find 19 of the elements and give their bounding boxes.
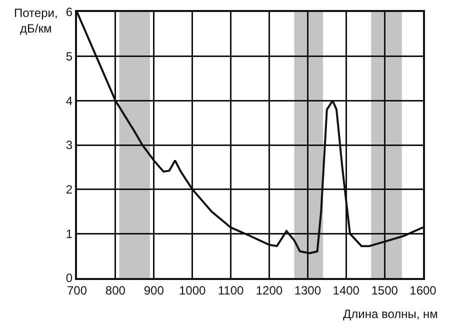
y-tick-label: 3 — [66, 138, 73, 152]
x-tick-label: 1000 — [178, 283, 206, 298]
x-tick-label: 1500 — [371, 283, 398, 298]
x-tick-label: 1100 — [218, 283, 244, 298]
y-tick-label: 1 — [66, 226, 73, 241]
x-tick-label: 800 — [105, 283, 126, 298]
x-tick-label: 1200 — [256, 283, 283, 298]
x-tick-label: 700 — [66, 283, 88, 298]
y-tick-label: 6 — [66, 5, 73, 20]
x-tick-label: 1300 — [294, 283, 322, 298]
x-axis-title: Длина волны, нм — [343, 307, 438, 321]
y-tick-label: 4 — [66, 94, 73, 108]
y-tick-label: 5 — [66, 50, 73, 64]
y-axis-title: Потери, дБ/км — [14, 6, 58, 36]
x-tick-label: 1600 — [410, 283, 437, 298]
y-tick-label: 2 — [66, 182, 73, 197]
x-tick-label: 1400 — [332, 283, 360, 298]
x-tick-label: 900 — [144, 283, 164, 298]
y-tick-label: 0 — [66, 271, 73, 286]
